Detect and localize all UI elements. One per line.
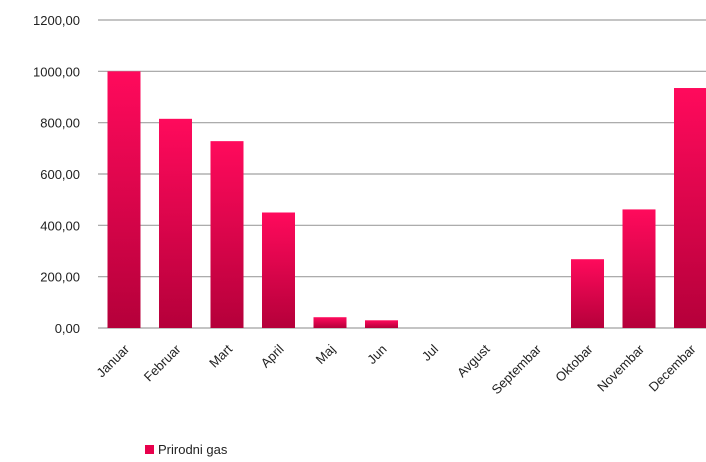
y-tick-label: 800,00: [40, 116, 80, 131]
bar-januar: [107, 71, 141, 328]
bar-februar: [159, 118, 192, 328]
x-tick-label-maj: Maj: [313, 341, 338, 366]
x-tick-label-novembar: Novembar: [594, 341, 647, 394]
x-tick-label-april: April: [258, 341, 287, 370]
x-tick-label-jun: Jun: [364, 342, 389, 367]
x-tick-label-septembar: Septembar: [489, 341, 545, 397]
bar-novembar: [622, 209, 656, 328]
x-tick-label-mart: Mart: [206, 341, 235, 370]
y-tick-label: 1200,00: [33, 13, 80, 28]
bar-maj: [313, 317, 347, 328]
bars: [107, 71, 706, 329]
bar-mart: [210, 141, 244, 328]
x-tick-label-jul: Jul: [419, 341, 441, 363]
bar-oktobar: [571, 259, 604, 328]
x-tick-label-oktobar: Oktobar: [552, 341, 596, 385]
bar-decembar: [674, 88, 706, 329]
x-tick-label-avgust: Avgust: [454, 341, 493, 380]
legend-marker: [145, 445, 154, 454]
x-axis-category-labels: Januar Februar Mart April Maj Jun Jul AvgustSep…: [93, 341, 699, 397]
legend-label: Prirodni gas: [158, 442, 228, 457]
bar-april: [262, 212, 295, 328]
y-tick-label: 0,00: [55, 321, 80, 336]
legend: Prirodni gas: [145, 442, 228, 457]
y-tick-label: 600,00: [40, 167, 80, 182]
x-tick-label-februar: Februar: [141, 341, 184, 384]
bar-jun: [365, 320, 398, 328]
y-tick-label: 1000,00: [33, 64, 80, 79]
x-tick-label-januar: Januar: [93, 341, 132, 380]
x-tick-label-decembar: Decembar: [646, 341, 699, 394]
grid-lines: [98, 19, 706, 329]
y-tick-label: 400,00: [40, 218, 80, 233]
y-axis-tick-labels: 0,00 200,00 400,00 600,00 800,00 1000,00 1200,…: [33, 13, 80, 336]
y-tick-label: 200,00: [40, 270, 80, 285]
